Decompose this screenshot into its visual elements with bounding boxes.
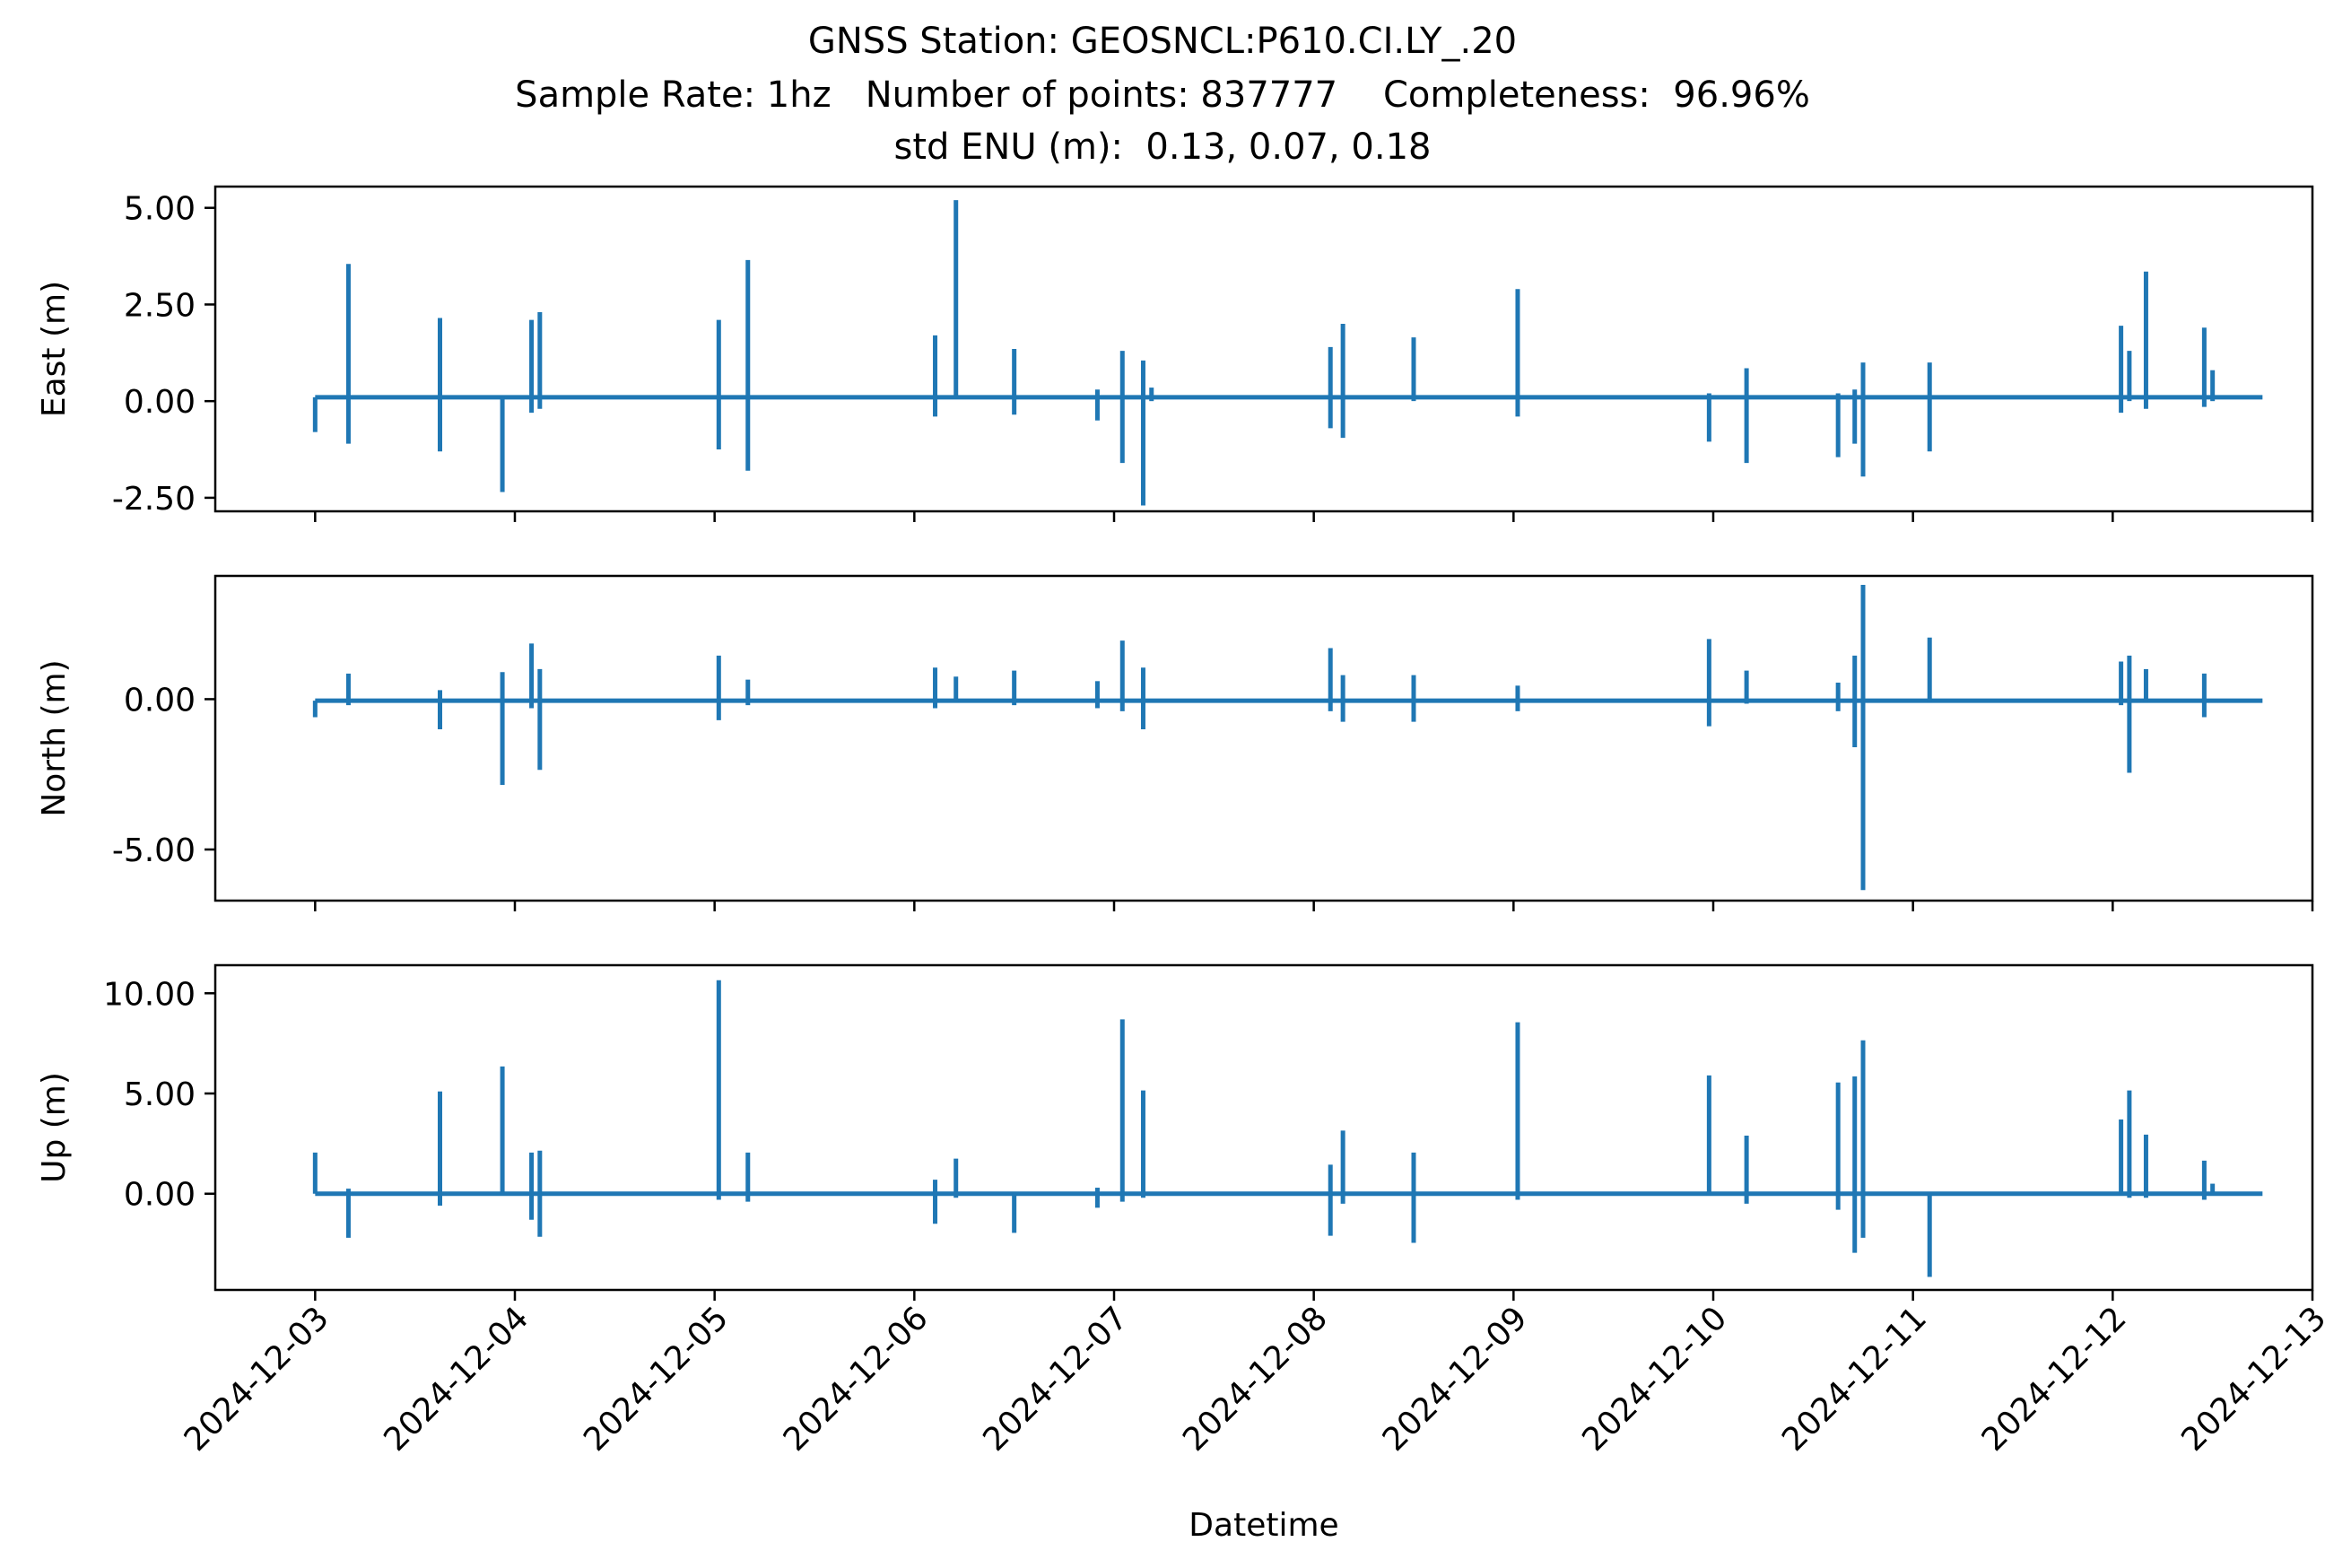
xtick-label-3: 2024-12-06 xyxy=(777,1300,936,1459)
up-ytick-label-0: 10.00 xyxy=(103,976,196,1013)
xtick-label-7: 2024-12-10 xyxy=(1575,1300,1734,1459)
north-plot-area xyxy=(215,576,2312,901)
xaxis-label: Datetime xyxy=(1189,1507,1338,1544)
title-line-station: GNSS Station: GEOSNCL:P610.CI.LY_.20 xyxy=(807,21,1518,62)
xtick-label-8: 2024-12-11 xyxy=(1775,1300,1934,1459)
north-ytick-label-1: -5.00 xyxy=(112,832,196,869)
up-plot-area xyxy=(215,965,2312,1290)
north-panel: 0.00 -5.00 North (m) xyxy=(36,574,2314,911)
east-ylabel: East (m) xyxy=(36,281,73,417)
east-ytick-label-2: 0.00 xyxy=(124,384,196,421)
xtick-label-10: 2024-12-13 xyxy=(2174,1300,2325,1459)
xtick-label-1: 2024-12-04 xyxy=(377,1300,536,1459)
xtick-label-9: 2024-12-12 xyxy=(1975,1300,2134,1459)
up-panel: 10.00 5.00 0.00 Up (m) 2024-12-03 2024-12-04 2… xyxy=(36,963,2325,1544)
title-line-std-enu: std ENU (m): 0.13, 0.07, 0.18 xyxy=(893,126,1432,168)
up-axes-frame xyxy=(213,963,2314,1292)
north-ylabel: North (m) xyxy=(36,659,73,816)
xtick-label-2: 2024-12-05 xyxy=(577,1300,736,1459)
up-ylabel: Up (m) xyxy=(36,1072,73,1183)
east-series xyxy=(312,200,2263,506)
up-ytick-label-2: 0.00 xyxy=(124,1177,196,1214)
east-plot-area xyxy=(215,187,2312,511)
xtick-label-4: 2024-12-07 xyxy=(976,1300,1135,1459)
xtick-label-0: 2024-12-03 xyxy=(178,1300,336,1459)
north-ytick-label-0: 0.00 xyxy=(124,682,196,719)
east-ytick-label-0: 5.00 xyxy=(124,191,196,228)
east-ytick-label-1: 2.50 xyxy=(124,287,196,324)
xtick-label-5: 2024-12-08 xyxy=(1176,1300,1335,1459)
xtick-label-6: 2024-12-09 xyxy=(1376,1300,1535,1459)
east-panel: 5.00 2.50 0.00 -2.50 East (m) xyxy=(36,185,2314,522)
up-ytick-label-1: 5.00 xyxy=(124,1076,196,1113)
east-axes-frame xyxy=(213,185,2314,513)
east-ytick-label-3: -2.50 xyxy=(112,481,196,518)
north-axes-frame xyxy=(213,574,2314,902)
up-series xyxy=(312,980,2263,1277)
title-line-sample-info: Sample Rate: 1hz Number of points: 83777… xyxy=(515,74,1810,116)
north-series xyxy=(312,585,2263,891)
